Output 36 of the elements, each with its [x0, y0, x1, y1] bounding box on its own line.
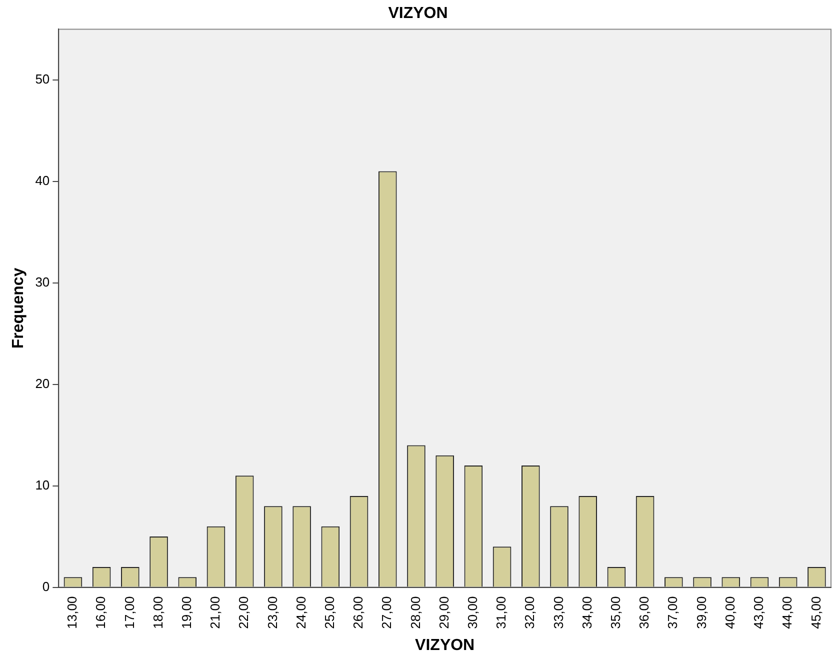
x-tick-label: 25,00 — [322, 596, 337, 629]
x-tick-label: 28,00 — [408, 596, 423, 629]
x-axis-title: VIZYON — [415, 636, 475, 654]
x-tick-label: 44,00 — [780, 596, 795, 629]
y-axis-title: Frequency — [10, 268, 28, 349]
x-tick-label: 36,00 — [636, 596, 652, 629]
x-tick-label: 27,00 — [379, 596, 394, 629]
y-tick-label: 30 — [35, 274, 50, 290]
x-tick-label: 43,00 — [751, 596, 766, 629]
chart-title: VIZYON — [388, 5, 448, 22]
x-tick-label: 37,00 — [665, 596, 680, 629]
x-tick-label: 45,00 — [808, 596, 824, 629]
x-tick-label: 21,00 — [208, 596, 223, 629]
x-tick-label: 31,00 — [494, 596, 509, 629]
x-tick-label: 16,00 — [93, 596, 108, 629]
x-tick-label: 13,00 — [64, 596, 80, 629]
x-tick-label: 34,00 — [579, 596, 594, 629]
y-tick-label: 20 — [35, 376, 50, 391]
x-tick-label: 17,00 — [122, 596, 137, 629]
x-tick-label: 18,00 — [150, 596, 166, 629]
x-tick-label: 23,00 — [264, 596, 280, 629]
x-tick-label: 35,00 — [608, 596, 624, 629]
x-tick-label: 39,00 — [694, 596, 709, 629]
x-tick-label: 19,00 — [178, 596, 194, 629]
x-tick-label: 29,00 — [436, 596, 452, 629]
x-tick-label: 33,00 — [550, 596, 566, 629]
x-tick-label: 40,00 — [722, 596, 738, 629]
x-tick-label: 30,00 — [465, 596, 480, 629]
y-tick-label: 50 — [35, 72, 50, 87]
y-tick-label: 0 — [42, 578, 50, 594]
x-tick-label: 22,00 — [236, 596, 252, 629]
y-tick-label: 10 — [35, 477, 50, 492]
x-tick-label: 24,00 — [293, 596, 308, 629]
y-tick-label: 40 — [35, 172, 50, 188]
x-tick-label: 26,00 — [350, 596, 366, 629]
x-tick-label: 32,00 — [522, 596, 538, 629]
